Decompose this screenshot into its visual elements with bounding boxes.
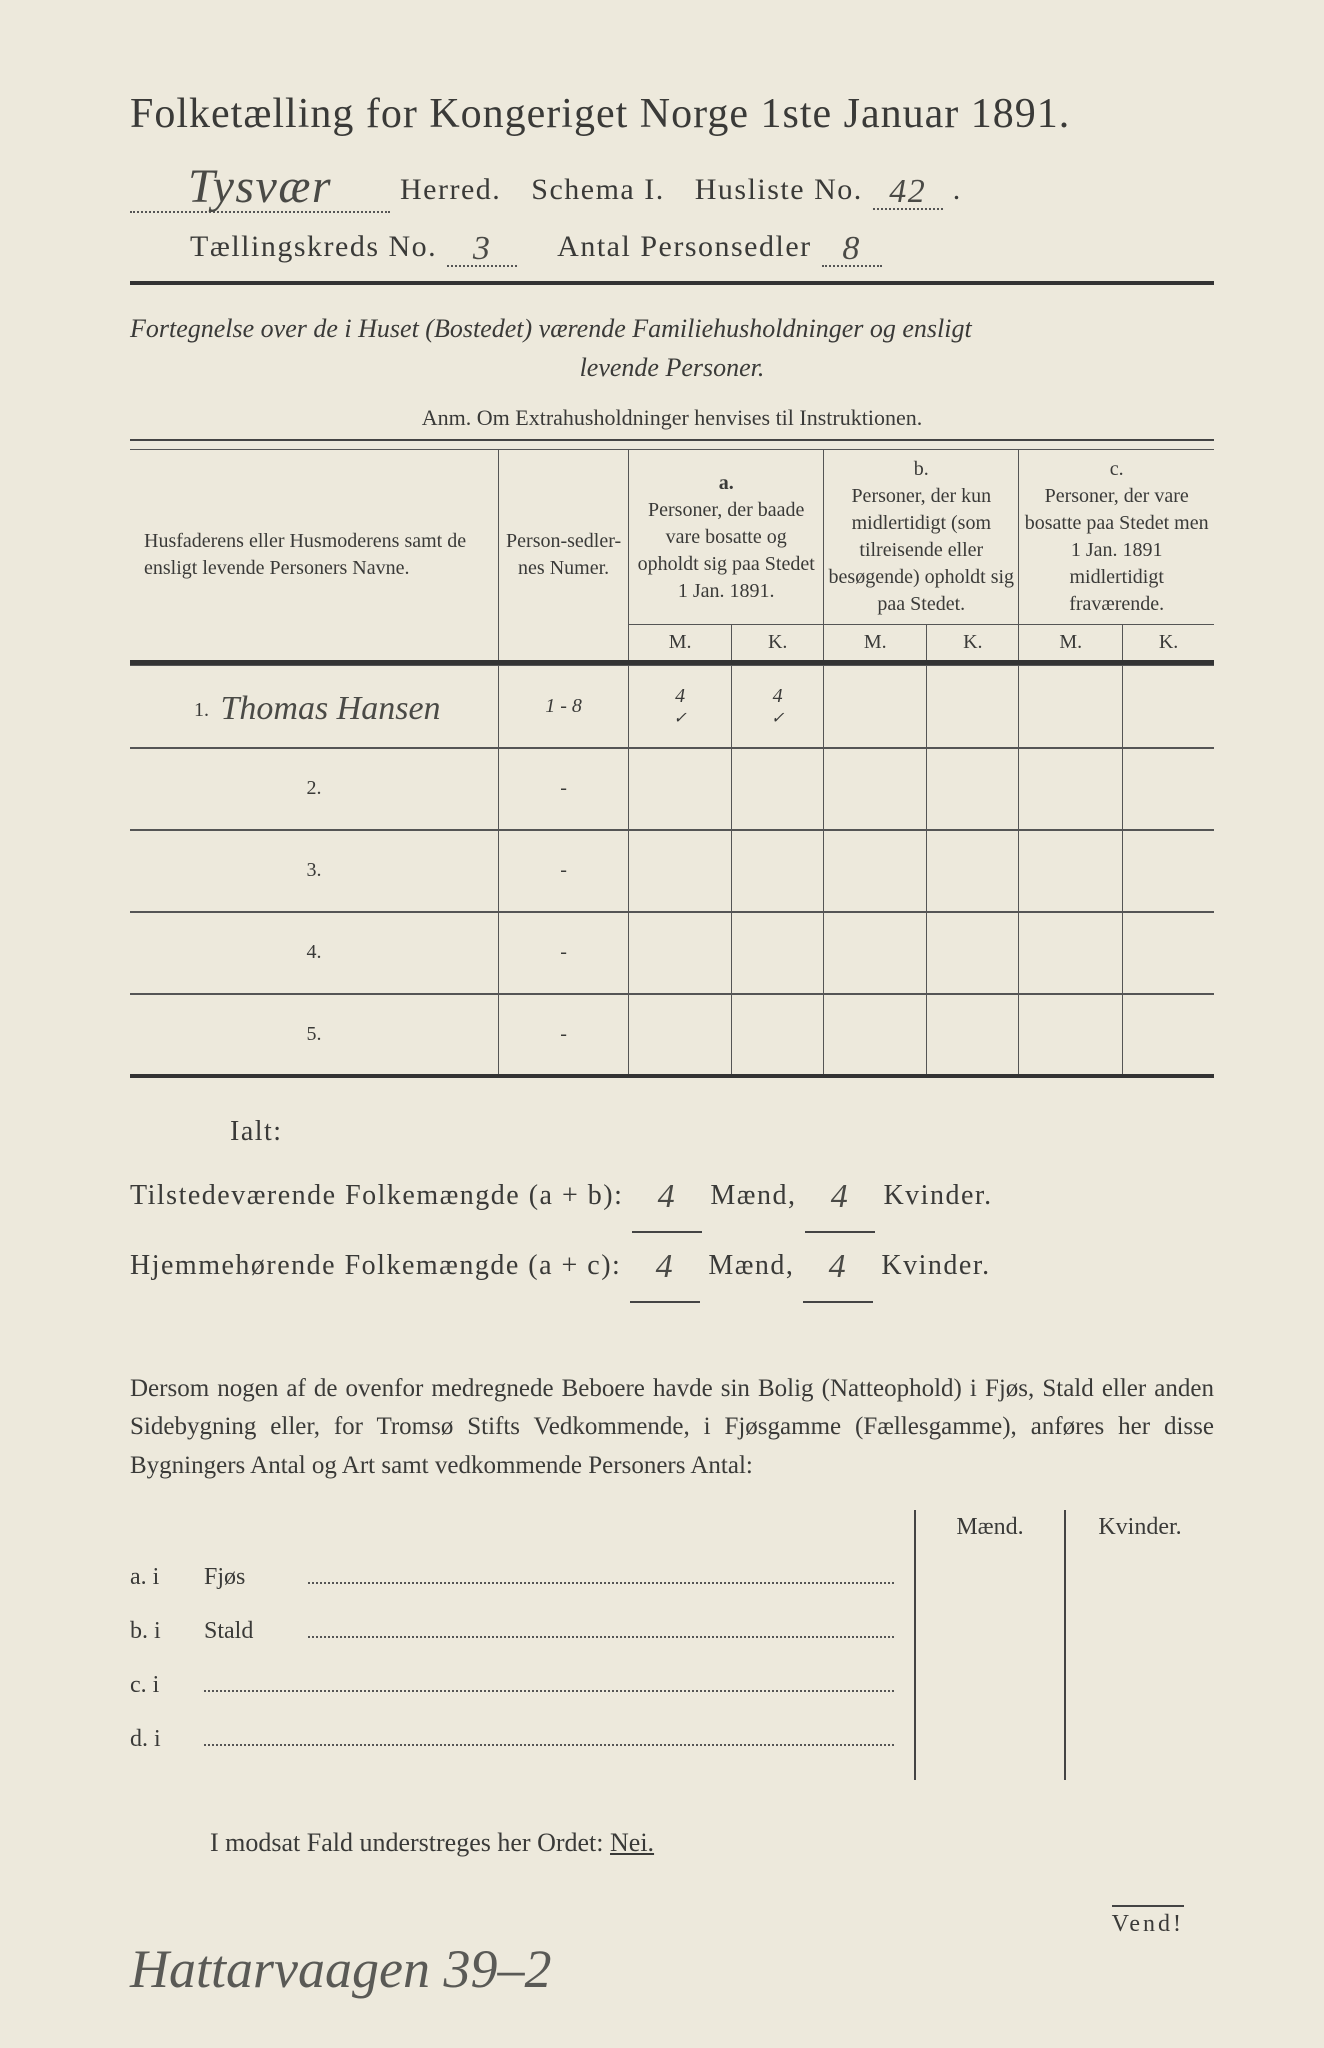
herred-value: Tysvær (188, 160, 332, 213)
col-header-c: c. Personer, der vare bosatte paa Stedet… (1019, 450, 1214, 625)
household-table: Husfaderens eller Husmoderens samt de en… (130, 449, 1214, 1078)
building-rows: a. i Fjøs b. i Stald c. i d. i (130, 1510, 894, 1780)
schema-label: Schema I. (531, 173, 664, 207)
table-row: 5. - (130, 994, 1214, 1076)
row-c-m (1019, 666, 1123, 748)
subtitle-line-2: levende Personer. (130, 348, 1214, 387)
building-key: a. i (130, 1564, 190, 1591)
subtitle-block: Fortegnelse over de i Huset (Bostedet) v… (130, 309, 1214, 387)
col-b-k: K. (927, 625, 1019, 663)
divider-thin (130, 439, 1214, 441)
col-b-label: b. (828, 456, 1014, 483)
header-line-herred: Tysvær Herred. Schema I. Husliste No. 42… (130, 156, 1214, 213)
totals-maend-2: Mænd, (708, 1250, 794, 1281)
footer-handwriting: Hattarvaagen 39–2 (130, 1938, 551, 2000)
kreds-label: Tællingskreds No. (190, 230, 437, 264)
row-a-m: 4✓ (629, 666, 732, 748)
kreds-value: 3 (473, 230, 492, 267)
totals-block: Ialt: Tilstedeværende Folkemængde (a + b… (130, 1104, 1214, 1300)
nei-prefix: I modsat Fald understreges her Ordet: (210, 1828, 604, 1857)
row-numer: 1 - 8 (499, 666, 629, 748)
totals-maend-1: Mænd, (710, 1180, 796, 1211)
period: . (953, 173, 962, 207)
col-a-k: K. (732, 625, 824, 663)
col-header-numer: Person-sedler-nes Numer. (499, 450, 629, 663)
col-a-label: a. (633, 470, 819, 497)
census-form-page: Folketælling for Kongeriget Norge 1ste J… (0, 0, 1324, 2048)
col-b-text: Personer, der kun midlertidigt (som tilr… (828, 483, 1014, 618)
totals-line-1: Tilstedeværende Folkemængde (a + b): 4 M… (130, 1160, 1214, 1230)
building-label: Fjøs (204, 1564, 294, 1591)
herred-label: Herred. (400, 173, 501, 207)
col-header-b: b. Personer, der kun midlertidigt (som t… (824, 450, 1019, 625)
kreds-field: 3 (447, 227, 517, 267)
col-c-label: c. (1023, 456, 1210, 483)
row-a-k: 4✓ (732, 666, 824, 748)
divider-rule (130, 281, 1214, 285)
table-row: 1. Thomas Hansen 1 - 8 4✓ 4✓ (130, 666, 1214, 748)
building-row: c. i (130, 1672, 894, 1726)
col-a-text: Personer, der baade vare bosatte og opho… (633, 497, 819, 605)
subtitle-line-1: Fortegnelse over de i Huset (Bostedet) v… (130, 309, 1214, 348)
ialt-label: Ialt: (230, 1104, 1214, 1160)
col-a-m: M. (629, 625, 732, 663)
col-c-text: Personer, der vare bosatte paa Stedet me… (1023, 483, 1210, 618)
table-header-row-1: Husfaderens eller Husmoderens samt de en… (130, 450, 1214, 625)
totals-line1-m: 4 (632, 1163, 702, 1233)
building-row: b. i Stald (130, 1618, 894, 1672)
row-name-cell: 1. Thomas Hansen (130, 666, 499, 748)
totals-line2-label: Hjemmehørende Folkemængde (a + c): (130, 1250, 621, 1281)
page-title: Folketælling for Kongeriget Norge 1ste J… (130, 90, 1214, 138)
building-block: a. i Fjøs b. i Stald c. i d. i Mænd. Kvi… (130, 1510, 1214, 1780)
totals-line-2: Hjemmehørende Folkemængde (a + c): 4 Mæn… (130, 1230, 1214, 1300)
building-col-k: Kvinder. (1066, 1510, 1214, 1780)
vend-label: Vend! (1112, 1905, 1184, 1938)
table-row: 3. - (130, 830, 1214, 912)
herred-field: Tysvær (130, 156, 390, 213)
col-header-a: a. Personer, der baade vare bosatte og o… (629, 450, 824, 625)
table-row: 4. - (130, 912, 1214, 994)
totals-line2-k: 4 (803, 1233, 873, 1303)
nei-line: I modsat Fald understreges her Ordet: Ne… (210, 1828, 1214, 1858)
row-b-k (927, 666, 1019, 748)
husliste-value: 42 (889, 173, 926, 210)
col-b-m: M. (824, 625, 927, 663)
row-number: 1. (187, 699, 215, 722)
table-row: 2. - (130, 748, 1214, 830)
row-c-k (1123, 666, 1214, 748)
building-row: a. i Fjøs (130, 1564, 894, 1618)
building-mk-columns: Mænd. Kvinder. (914, 1510, 1214, 1780)
row-b-m (824, 666, 927, 748)
header-line-kreds: Tællingskreds No. 3 Antal Personsedler 8 (190, 227, 1214, 267)
totals-kvinder-1: Kvinder. (883, 1180, 992, 1211)
totals-line1-label: Tilstedeværende Folkemængde (a + b): (130, 1180, 623, 1211)
totals-line2-m: 4 (630, 1233, 700, 1303)
dotted-fill (308, 1582, 894, 1584)
totals-line1-k: 4 (805, 1163, 875, 1233)
col-c-m: M. (1019, 625, 1123, 663)
personsedler-value: 8 (842, 230, 861, 267)
row-name: Thomas Hansen (220, 690, 440, 727)
col-c-k: K. (1123, 625, 1214, 663)
col-header-names: Husfaderens eller Husmoderens samt de en… (130, 450, 499, 663)
personsedler-field: 8 (822, 227, 882, 267)
anm-note: Anm. Om Extrahusholdninger henvises til … (130, 405, 1214, 431)
building-col-m: Mænd. (916, 1510, 1066, 1780)
personsedler-label: Antal Personsedler (557, 230, 811, 264)
totals-kvinder-2: Kvinder. (881, 1250, 990, 1281)
building-row: d. i (130, 1726, 894, 1780)
building-header-spacer (130, 1510, 894, 1564)
building-paragraph: Dersom nogen af de ovenfor medregnede Be… (130, 1370, 1214, 1486)
nei-word: Nei. (610, 1828, 654, 1857)
husliste-label: Husliste No. (695, 173, 863, 207)
husliste-field: 42 (873, 170, 943, 210)
